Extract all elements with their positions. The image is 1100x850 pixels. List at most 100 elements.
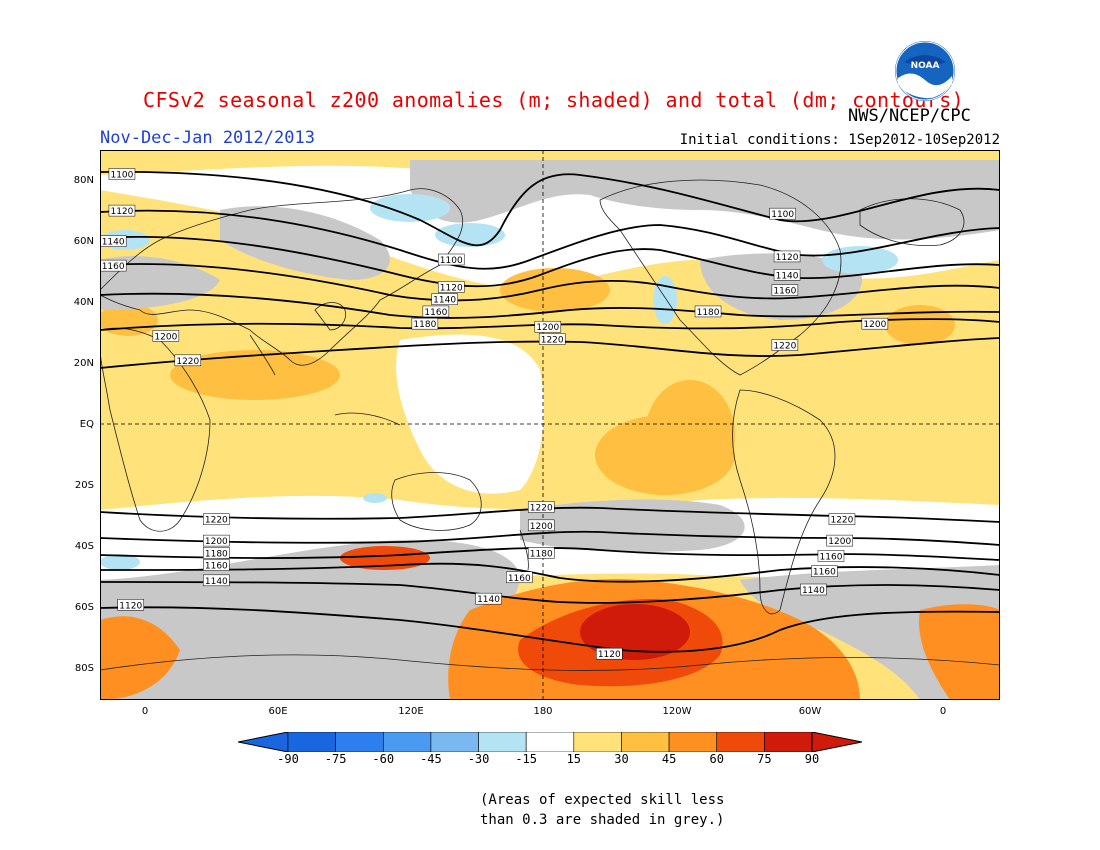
contour-label: 1160	[818, 550, 844, 562]
skill-note-line1: (Areas of expected skill less	[480, 792, 724, 808]
contour-label: 1100	[109, 168, 135, 180]
contour-label-text: 1160	[508, 574, 531, 584]
contour-label: 1120	[109, 205, 135, 217]
colorbar-label: 75	[757, 752, 771, 766]
lat-label-60s: 60S	[70, 602, 94, 613]
colorbar-label: 45	[662, 752, 676, 766]
colorbar-label: -75	[325, 752, 347, 766]
contour-label-text: 1160	[813, 568, 836, 578]
colorbar-box	[574, 732, 622, 752]
colorbar-box	[431, 732, 479, 752]
colorbar-boxes	[288, 732, 812, 752]
negative-anomaly-bering	[435, 223, 505, 247]
colorbar-label: -15	[515, 752, 537, 766]
contour-label-text: 1180	[413, 320, 436, 330]
contour-label-text: 1200	[530, 522, 553, 532]
contour-label: 1120	[774, 251, 800, 263]
contour-label-text: 1140	[102, 238, 125, 248]
contour-label-text: 1120	[110, 207, 133, 217]
contour-label-text: 1220	[541, 335, 564, 345]
lat-label-eq: EQ	[70, 419, 94, 430]
contour-label: 1220	[772, 340, 798, 352]
contour-label: 1140	[100, 236, 126, 248]
contour-label: 1120	[596, 648, 622, 660]
colorbar-box	[288, 732, 336, 752]
lat-label-20s: 20S	[70, 480, 94, 491]
contour-label-text: 1180	[697, 308, 720, 318]
negative-anomaly-north-atlantic	[822, 246, 898, 274]
colorbar-label: 30	[614, 752, 628, 766]
lon-label-60e: 60E	[268, 706, 287, 717]
contour-label: 1180	[203, 547, 229, 559]
initial-conditions: Initial conditions: 1Sep2012-10Sep2012	[680, 132, 1000, 148]
contour-label: 1200	[827, 535, 853, 547]
contour-label-text: 1220	[773, 342, 796, 352]
colorbar-arrow-high	[812, 732, 862, 752]
contour-label: 1160	[100, 260, 126, 272]
colorbar-label: -30	[468, 752, 490, 766]
colorbar	[238, 732, 862, 752]
colorbar-arrow-low	[238, 732, 288, 752]
contour-label-text: 1120	[776, 253, 799, 263]
contour-label-text: 1140	[205, 577, 228, 587]
lat-label-60n: 60N	[70, 236, 94, 247]
colorbar-label: -60	[372, 752, 394, 766]
contour-label: 1200	[203, 535, 229, 547]
contour-label-text: 1200	[536, 323, 559, 333]
negative-anomaly-rockies	[653, 276, 677, 324]
contour-label-text: 1160	[820, 552, 843, 562]
contour-label-text: 1100	[771, 210, 794, 220]
contour-label-text: 1100	[440, 256, 463, 266]
lon-label-180: 180	[533, 706, 552, 717]
contour-label-text: 1160	[205, 562, 228, 572]
contour-label-text: 1220	[830, 516, 853, 526]
colorbar-box	[764, 732, 812, 752]
contour-label: 1220	[528, 502, 554, 514]
contour-label: 1160	[506, 572, 532, 584]
lon-label-0-east: 0	[940, 706, 946, 717]
contour-label-text: 1200	[154, 332, 177, 342]
anomaly-patch-atlantic	[885, 305, 955, 345]
contour-label-text: 1180	[530, 549, 553, 559]
contour-label-text: 1120	[119, 601, 142, 611]
anomaly-map: 1100 1120 1140 1160 1200 1220 1100 1120 1140 1160…	[100, 150, 1000, 700]
contour-label: 1120	[118, 599, 144, 611]
lon-label-120e: 120E	[398, 706, 423, 717]
contour-label-text: 1200	[863, 320, 886, 330]
contour-label: 1220	[539, 333, 565, 345]
contour-label: 1160	[203, 560, 229, 572]
colorbar-label: -45	[420, 752, 442, 766]
contour-label: 1140	[800, 584, 826, 596]
contour-label: 1180	[528, 547, 554, 559]
colorbar-box	[526, 732, 574, 752]
colorbar-label: 15	[567, 752, 581, 766]
contour-label: 1220	[829, 514, 855, 526]
contour-label: 1120	[438, 282, 464, 294]
colorbar-box	[336, 732, 384, 752]
contour-label-text: 1120	[440, 284, 463, 294]
lat-label-20n: 20N	[70, 358, 94, 369]
lon-label-60w: 60W	[799, 706, 822, 717]
contour-label: 1180	[695, 306, 721, 318]
contour-label-text: 1160	[102, 262, 125, 272]
contour-label: 1220	[175, 355, 201, 367]
colorbar-box	[621, 732, 669, 752]
colorbar-box	[479, 732, 527, 752]
contour-label-text: 1140	[477, 595, 500, 605]
colorbar-label: 60	[709, 752, 723, 766]
colorbar-box	[383, 732, 431, 752]
contour-label-text: 1220	[176, 357, 199, 367]
contour-label: 1140	[774, 269, 800, 281]
contour-label: 1140	[432, 294, 458, 306]
chart-title: CFSv2 seasonal z200 anomalies (m; shaded…	[143, 88, 964, 112]
negative-anomaly-siberia	[370, 194, 450, 222]
contour-label-text: 1160	[424, 308, 447, 318]
contour-label-text: 1180	[205, 549, 228, 559]
contour-label: 1220	[203, 514, 229, 526]
contour-label: 1100	[770, 208, 796, 220]
contour-label: 1100	[438, 254, 464, 266]
contour-label: 1200	[862, 318, 888, 330]
contour-label: 1160	[772, 285, 798, 297]
contour-label: 1140	[476, 593, 502, 605]
colorbar-label: 90	[805, 752, 819, 766]
